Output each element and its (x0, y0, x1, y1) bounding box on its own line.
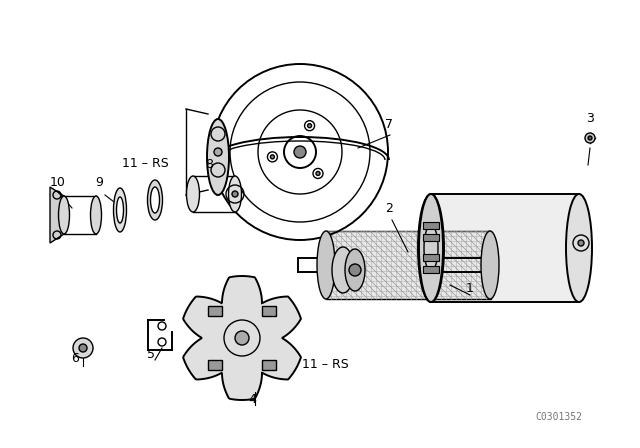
Ellipse shape (481, 231, 499, 299)
Bar (208, 306, 222, 316)
Text: 6: 6 (71, 352, 79, 365)
Ellipse shape (207, 119, 229, 195)
Circle shape (214, 148, 222, 156)
Bar (423, 234, 439, 241)
Ellipse shape (332, 247, 354, 293)
Text: 10: 10 (50, 176, 66, 189)
Polygon shape (183, 276, 301, 400)
Circle shape (294, 146, 306, 158)
Text: 11 – RS: 11 – RS (302, 358, 349, 371)
Text: 8: 8 (205, 158, 213, 171)
Bar (423, 266, 439, 273)
Bar (262, 306, 276, 316)
Ellipse shape (566, 194, 592, 302)
Ellipse shape (113, 188, 127, 232)
FancyBboxPatch shape (431, 194, 579, 302)
Text: 2: 2 (385, 202, 393, 215)
Bar (262, 360, 276, 370)
Circle shape (232, 191, 238, 197)
Ellipse shape (186, 176, 200, 212)
Ellipse shape (419, 194, 443, 302)
Text: 3: 3 (586, 112, 594, 125)
Text: 1: 1 (466, 282, 474, 295)
Ellipse shape (90, 196, 102, 234)
Text: 11 – RS: 11 – RS (122, 157, 169, 170)
Ellipse shape (418, 194, 444, 302)
Ellipse shape (147, 180, 163, 220)
Circle shape (79, 344, 87, 352)
Circle shape (308, 124, 312, 128)
Circle shape (73, 338, 93, 358)
Text: C0301352: C0301352 (535, 412, 582, 422)
Ellipse shape (317, 231, 335, 299)
Ellipse shape (58, 196, 70, 234)
Circle shape (235, 331, 249, 345)
Bar (208, 360, 222, 370)
Ellipse shape (116, 197, 124, 223)
Ellipse shape (228, 176, 241, 212)
Circle shape (271, 155, 275, 159)
Text: 7: 7 (385, 118, 393, 131)
Circle shape (316, 172, 320, 176)
Polygon shape (50, 187, 64, 243)
Text: 5: 5 (147, 348, 155, 361)
Ellipse shape (345, 249, 365, 291)
Circle shape (349, 264, 361, 276)
Circle shape (578, 240, 584, 246)
Ellipse shape (150, 187, 159, 213)
Text: 4: 4 (248, 393, 256, 406)
Text: 9: 9 (95, 176, 103, 189)
FancyBboxPatch shape (326, 231, 491, 299)
Circle shape (588, 136, 592, 140)
Bar (423, 222, 439, 229)
Circle shape (585, 133, 595, 143)
Bar (423, 254, 439, 261)
